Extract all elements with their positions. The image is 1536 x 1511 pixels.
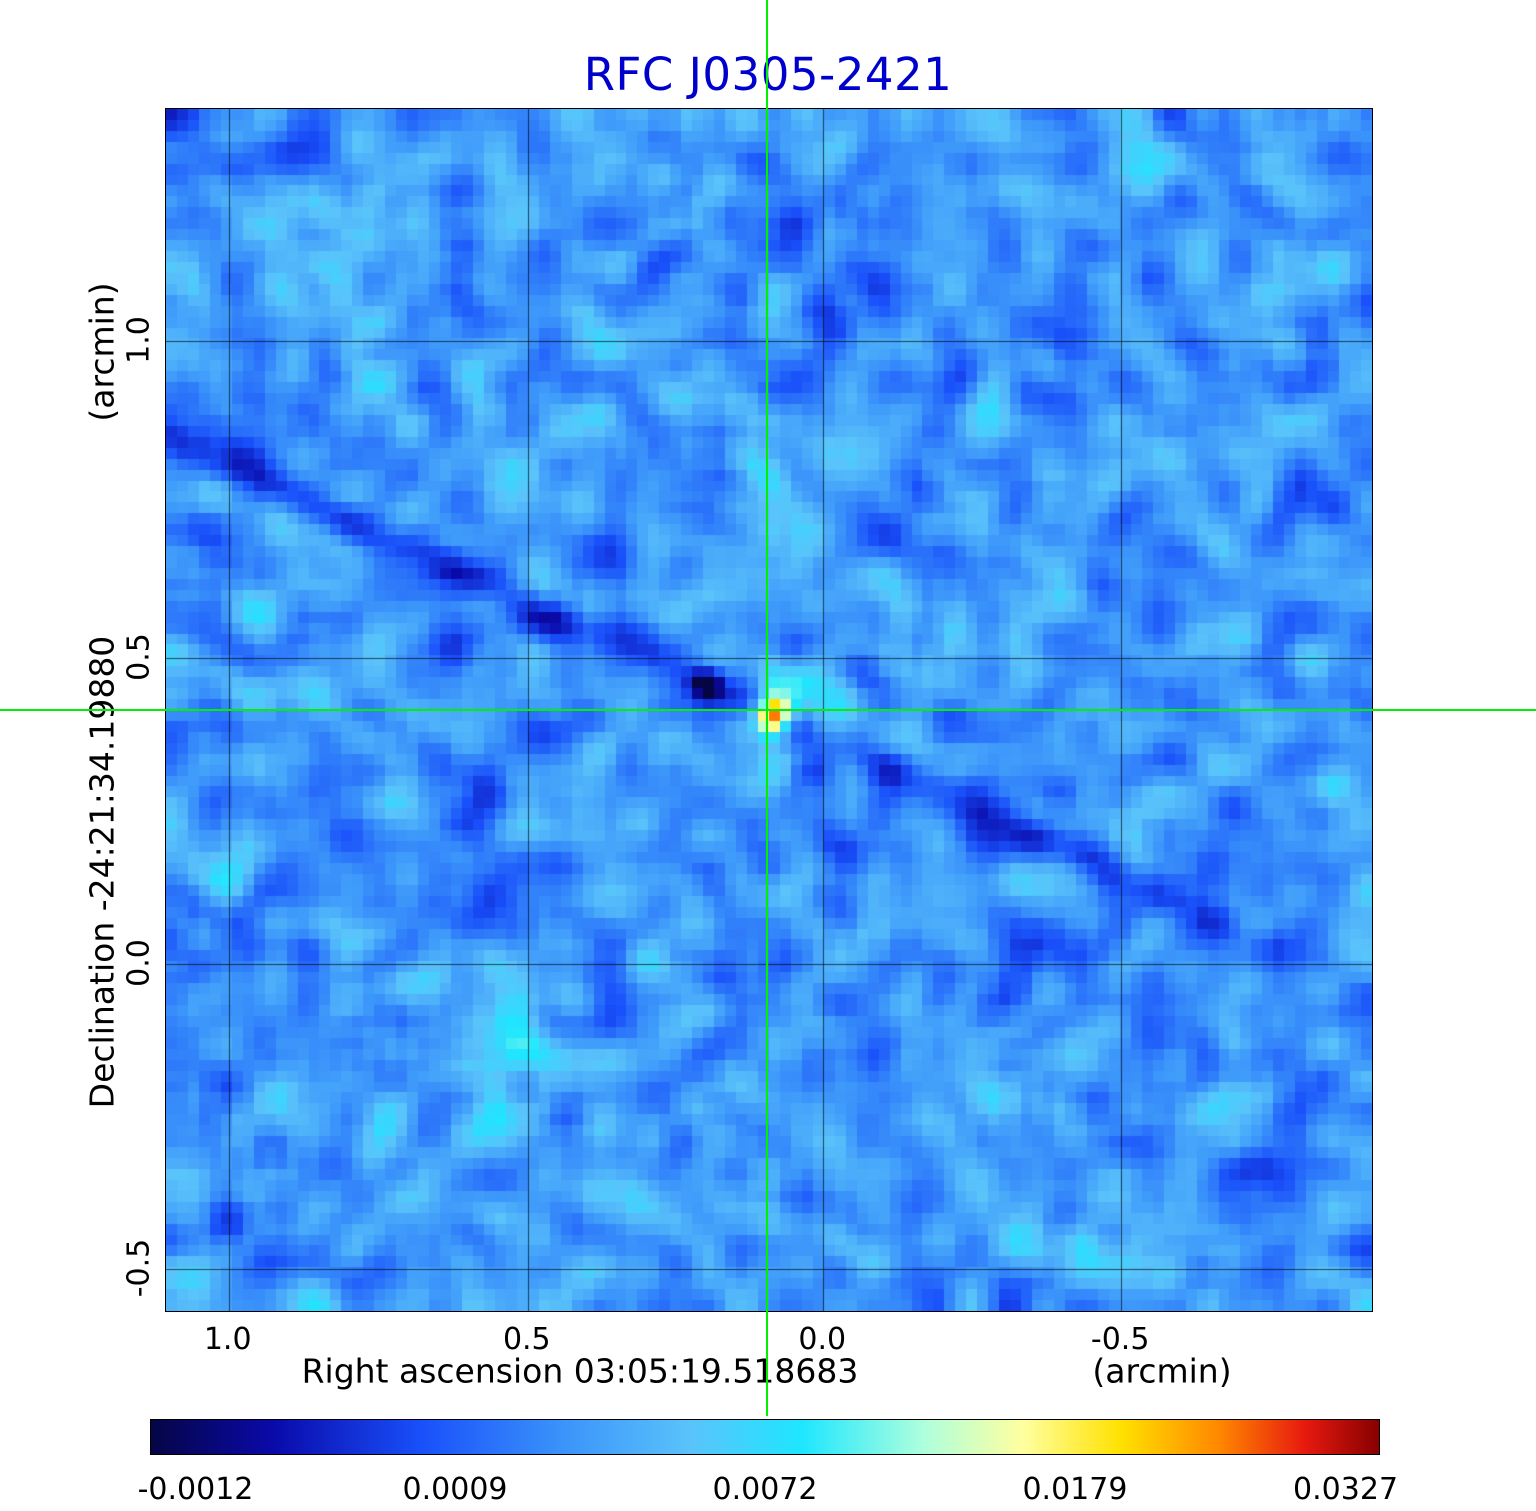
x-tick-label: 0.0: [798, 1322, 847, 1357]
colorbar-tick-label: 0.0179: [1022, 1472, 1128, 1507]
y-tick-label: 1.0: [121, 316, 157, 364]
x-tick-label: -0.5: [1090, 1322, 1150, 1357]
plot-title: RFC J0305-2421: [583, 48, 953, 101]
crosshair-horizontal-line: [0, 709, 1536, 711]
x-axis-label: Right ascension 03:05:19.518683: [301, 1351, 859, 1391]
colorbar-tick-label: 0.0072: [712, 1472, 818, 1507]
y-tick-label: 0.5: [121, 633, 157, 682]
x-axis-unit-label: (arcmin): [1092, 1351, 1232, 1391]
y-axis-unit-label: (arcmin): [82, 282, 122, 422]
x-tick-label: 1.0: [203, 1322, 252, 1357]
y-axis-label: Declination -24:21:34.19880: [82, 635, 122, 1109]
x-tick-label: 0.5: [502, 1322, 551, 1357]
colorbar-gradient: [150, 1419, 1380, 1455]
colorbar-tick-label: 0.0009: [402, 1472, 508, 1507]
y-tick-label: 0.0: [121, 938, 157, 987]
crosshair-vertical-line: [766, 0, 768, 1416]
colorbar-tick-label: 0.0327: [1293, 1472, 1399, 1507]
y-tick-label: -0.5: [121, 1238, 157, 1298]
colorbar-tick-label: -0.0012: [137, 1472, 254, 1507]
